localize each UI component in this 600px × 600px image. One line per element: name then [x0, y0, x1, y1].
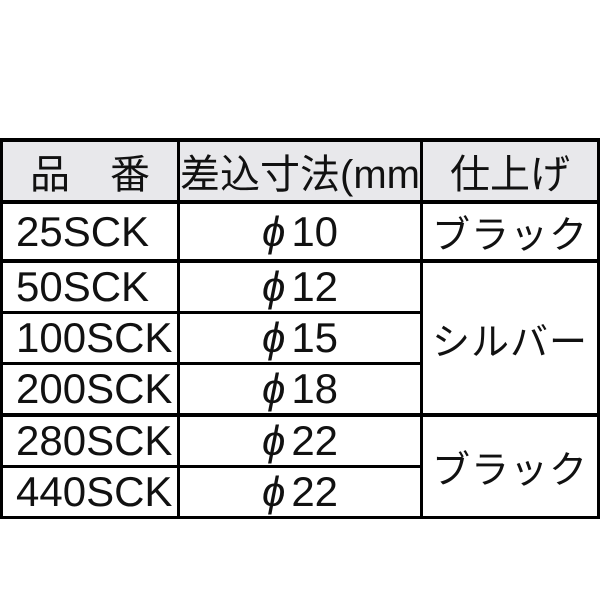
- dimension-cell: ϕ 22: [177, 465, 422, 518]
- dimension-cell: ϕ 12: [177, 259, 422, 313]
- finish-cell: シルバー: [420, 259, 599, 415]
- dimension-cell: ϕ 22: [177, 413, 422, 467]
- dimension-value: 10: [291, 207, 339, 255]
- diameter-symbol: ϕ: [261, 417, 286, 464]
- table-row: 440SCK ϕ 22: [1, 465, 599, 518]
- part-number-cell: 200SCK: [1, 362, 179, 415]
- column-header-insert-dimension: 差込寸法(mm): [177, 140, 422, 204]
- dimension-cell: ϕ 10: [177, 200, 422, 261]
- table-row: 50SCK ϕ 12 シルバー: [1, 259, 599, 415]
- column-header-finish: 仕上げ: [420, 140, 599, 204]
- diameter-symbol: ϕ: [261, 207, 286, 255]
- part-number-cell: 50SCK: [1, 259, 179, 313]
- header-row: 品 番 差込寸法(mm) 仕上げ: [1, 140, 599, 204]
- diameter-symbol: ϕ: [261, 263, 286, 310]
- table-row: 100SCK ϕ 15: [1, 311, 599, 364]
- part-number-cell: 280SCK: [1, 413, 179, 467]
- table-row: 200SCK ϕ 18: [1, 362, 599, 415]
- dimension-value: 22: [291, 417, 339, 464]
- dimension-value: 15: [291, 314, 339, 362]
- diameter-symbol: ϕ: [261, 468, 286, 516]
- table-row: 25SCK ϕ 10 ブラック: [1, 200, 599, 261]
- finish-cell: ブラック: [420, 413, 599, 518]
- finish-cell: ブラック: [420, 200, 599, 261]
- dimension-value: 18: [291, 365, 339, 412]
- part-number-cell: 100SCK: [1, 311, 179, 364]
- dimension-cell: ϕ 15: [177, 311, 422, 364]
- diameter-symbol: ϕ: [261, 314, 286, 362]
- part-number-cell: 25SCK: [1, 200, 179, 261]
- dimension-value: 22: [291, 468, 339, 516]
- part-number-cell: 440SCK: [1, 465, 179, 518]
- dimension-cell: ϕ 18: [177, 362, 422, 415]
- table-row: 280SCK ϕ 22 ブラック: [1, 413, 599, 518]
- diameter-symbol: ϕ: [261, 365, 286, 412]
- column-header-part-number: 品 番: [1, 140, 179, 204]
- dimension-value: 12: [291, 263, 339, 310]
